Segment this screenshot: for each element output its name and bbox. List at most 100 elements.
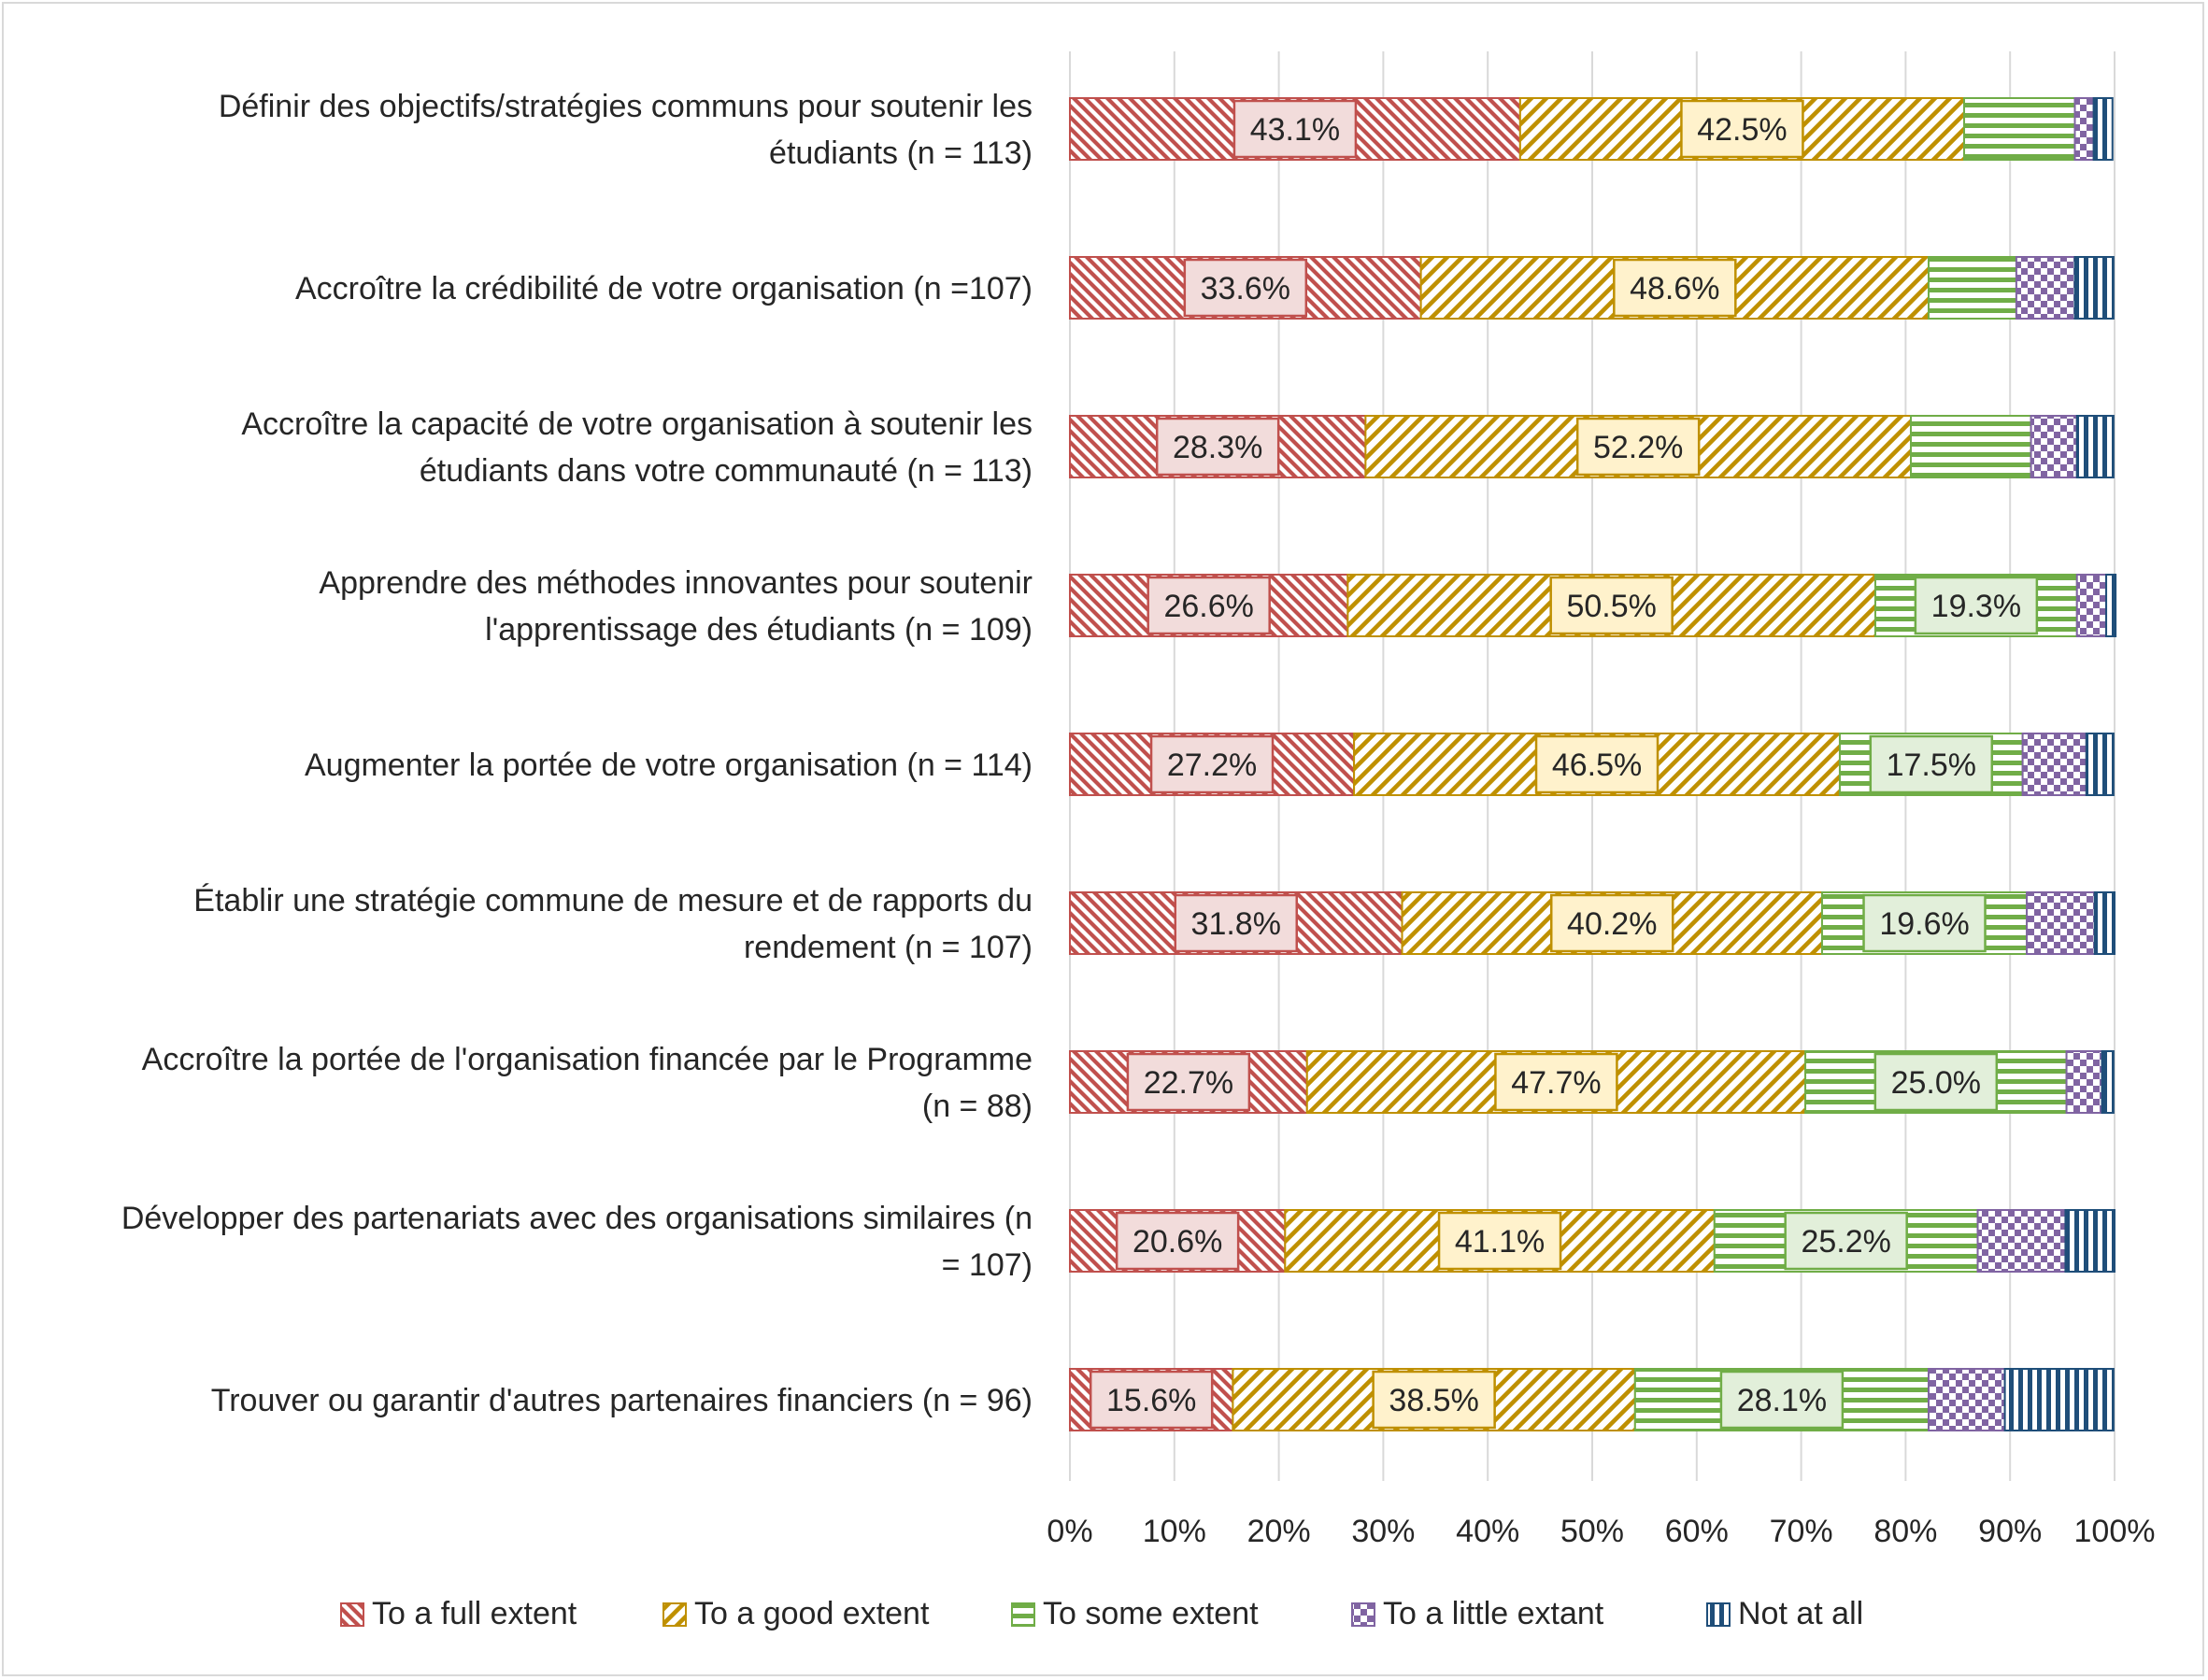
data-label-box [1719,1370,1845,1430]
legend-item-to-a-full-extent[interactable]: To a full extent [340,1596,577,1631]
data-label: 28.3% [1173,430,1262,465]
legend-swatch [662,1602,687,1627]
x-tick-label: 70% [1770,1514,1833,1549]
data-label: 42.5% [1697,112,1787,148]
data-label-box [1126,1052,1251,1112]
data-label-box [1149,734,1275,794]
data-label-box [1862,893,1987,953]
data-label-box [1115,1211,1240,1271]
bar-segment-to-a-little-extant [1976,1209,2067,1273]
data-label-box [1549,576,1674,635]
data-label: 20.6% [1132,1224,1222,1260]
data-label: 22.7% [1144,1065,1233,1101]
bar-segment-to-a-little-extant [2075,574,2108,637]
category-label: Établir une stratégie commune de mesure … [193,883,1033,918]
legend-label: To a good extent [694,1596,930,1631]
x-tick-label: 40% [1456,1514,1519,1549]
category-label: Accroître la capacité de votre organisat… [241,406,1033,442]
bar-segment-to-some-extent [1927,256,2017,320]
data-label: 19.3% [1931,589,2021,624]
x-tick-label: 90% [1978,1514,2042,1549]
bar-segment-to-some-extent [1963,97,2076,161]
category-label: étudiants (n = 113) [769,135,1033,171]
data-label-box [1914,576,2039,635]
x-tick-label: 60% [1665,1514,1729,1549]
data-label-box [1575,417,1701,477]
legend-swatch [1351,1602,1375,1627]
legend-swatch [1706,1602,1731,1627]
bar-segment-not-at-all [2085,733,2115,796]
data-label: 27.2% [1167,747,1257,783]
data-label: 25.2% [1801,1224,1890,1260]
legend[interactable]: To a full extent To a good extent To some … [340,1596,1863,1631]
data-label: 31.8% [1191,906,1281,942]
data-label-box [1183,258,1308,318]
category-label: Trouver ou garantir d'autres partenaires… [211,1383,1033,1418]
legend-item-not-at-all[interactable]: Not at all [1706,1596,1863,1631]
legend-label: To a full extent [372,1596,577,1631]
data-label: 43.1% [1250,112,1340,148]
data-label-box [1437,1211,1562,1271]
category-label: Accroître la portée de l'organisation fi… [142,1042,1033,1077]
bar-segment-not-at-all [2093,891,2116,955]
data-label: 48.6% [1630,271,1719,306]
bar-segment-not-at-all [2105,574,2117,637]
category-label: Développer des partenariats avec des org… [121,1201,1033,1236]
data-label: 15.6% [1106,1383,1196,1418]
data-label: 26.6% [1163,589,1253,624]
legend-item-to-a-little-extant[interactable]: To a little extant [1351,1596,1604,1631]
data-labels: 43.1% 42.5% 33.6% 48.6% 28.3% 52.2% 26.6% 50.5%… [1089,99,2039,1430]
data-label-box [1869,734,1994,794]
legend-item-to-some-extent[interactable]: To some extent [1011,1596,1259,1631]
legend-label: To a little extant [1383,1596,1604,1631]
category-label: Apprendre des méthodes innovantes pour s… [319,565,1033,601]
legend-label: Not at all [1738,1596,1863,1631]
bar-segment-not-at-all [2073,256,2115,320]
category-labels: Définir des objectifs/stratégies communs… [121,89,1033,1418]
category-label: Augmenter la portée de votre organisatio… [305,747,1033,783]
data-label: 28.1% [1737,1383,1827,1418]
data-label: 41.1% [1455,1224,1545,1260]
category-label: (n = 88) [922,1089,1033,1124]
data-label: 19.6% [1879,906,1969,942]
x-tick-label: 30% [1351,1514,1415,1549]
category-label: l'apprentissage des étudiants (n = 109) [485,612,1033,648]
data-label: 33.6% [1201,271,1290,306]
data-label: 25.0% [1891,1065,1981,1101]
bar-segment-not-at-all [2064,1209,2116,1273]
data-label: 47.7% [1511,1065,1601,1101]
data-label-box [1155,417,1280,477]
x-tick-label: 10% [1143,1514,1206,1549]
data-label: 50.5% [1566,589,1656,624]
data-label-box [1089,1370,1214,1430]
legend-label: To some extent [1043,1596,1259,1631]
data-label: 46.5% [1552,747,1642,783]
bar-segment-to-a-little-extant [2015,256,2076,320]
data-label-box [1232,99,1358,159]
data-label-box [1613,258,1737,318]
bar-segment-to-a-little-extant [2030,415,2078,478]
data-label: 52.2% [1593,430,1683,465]
data-label-box [1494,1052,1618,1112]
data-label-box [1147,576,1271,635]
bar-segment-to-a-little-extant [2065,1050,2103,1114]
data-label: 17.5% [1887,747,1976,783]
x-tick-label: 100% [2074,1514,2156,1549]
data-label-box [1680,99,1804,159]
x-tick-label: 0% [1047,1514,1092,1549]
data-label-box [1784,1211,1908,1271]
data-label-box [1372,1370,1496,1430]
category-label: = 107) [942,1247,1033,1283]
data-label: 38.5% [1389,1383,1478,1418]
category-label: étudiants dans votre communauté (n = 113… [420,453,1033,489]
x-tick-label: 80% [1873,1514,1937,1549]
bar-segment-to-a-little-extant [2073,97,2095,161]
x-tick-label: 20% [1247,1514,1311,1549]
bar-segment-to-some-extent [1909,415,2032,478]
bar-segment-to-a-little-extant [1927,1368,2006,1431]
legend-swatch [340,1602,364,1627]
category-label: Accroître la crédibilité de votre organi… [295,271,1033,306]
legend-item-to-a-good-extent[interactable]: To a good extent [662,1596,930,1631]
bar-segment-not-at-all [2101,1050,2115,1114]
